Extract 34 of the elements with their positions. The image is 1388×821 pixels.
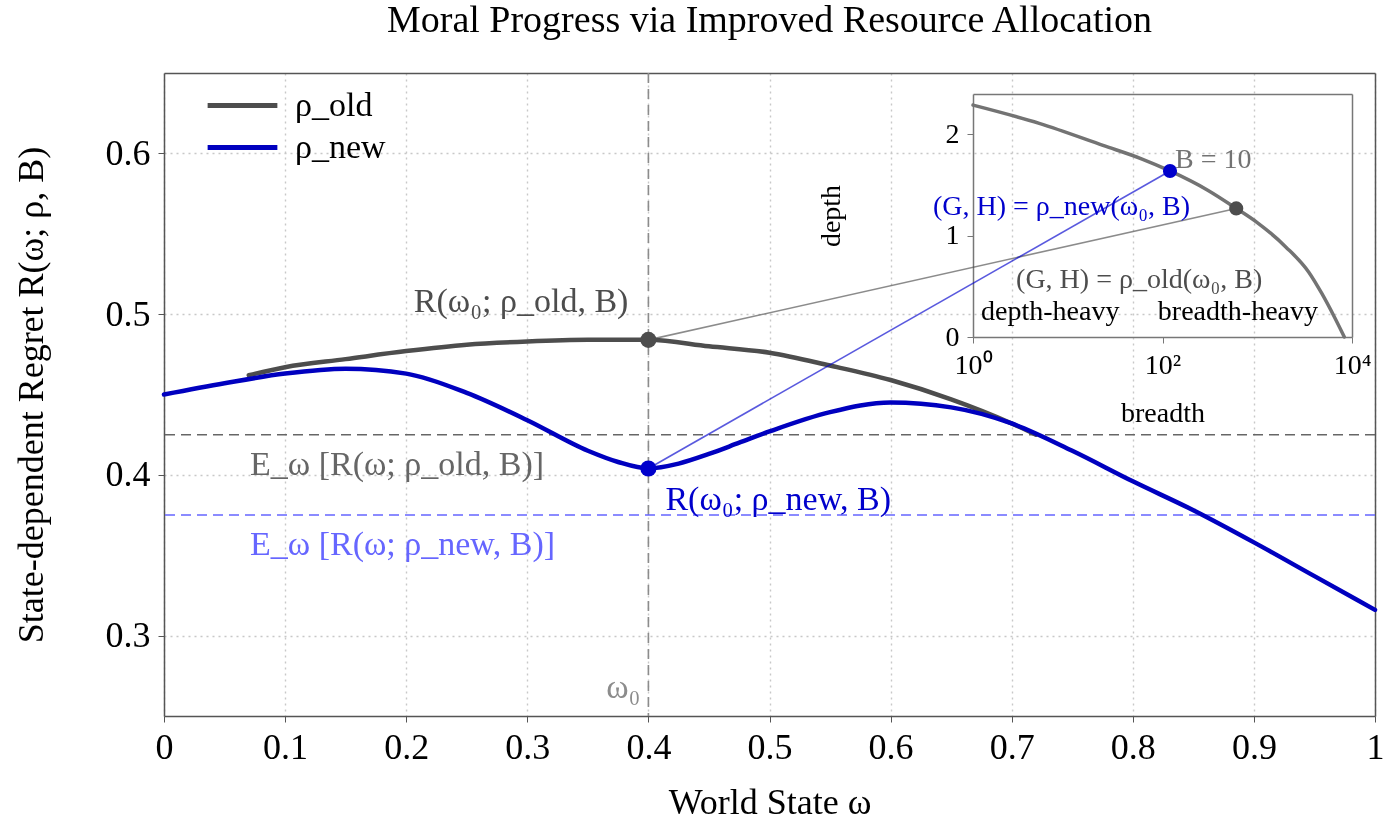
- y-tick-label: 0.6: [105, 132, 151, 173]
- y-tick-label: 1: [945, 219, 960, 251]
- y-tick-label: 2: [945, 118, 960, 149]
- x-tick-label: 0.6: [868, 726, 914, 767]
- x-tick-label: 0.3: [505, 726, 551, 767]
- y-axis-title: State-dependent Regret R(ω; ρ, B): [10, 146, 51, 644]
- legend-label: ρ_old: [295, 85, 373, 123]
- x-tick-label: 0.9: [1231, 726, 1277, 767]
- x-tick-label: 10²: [1144, 348, 1182, 380]
- x-axis-title: World State ω: [668, 781, 872, 821]
- y-tick-label: 0.3: [105, 615, 151, 656]
- x-tick-label: 0.5: [747, 726, 793, 767]
- annotation: breadth-heavy: [1157, 295, 1318, 326]
- annotation: R(ω₀; ρ_old, B): [413, 281, 629, 320]
- x-tick-label: 0.4: [626, 726, 672, 767]
- ref-line-label: E_ω [R(ω; ρ_new, B)]: [250, 525, 556, 564]
- x-tick-label: 0.8: [1110, 726, 1156, 767]
- ref-line-label: ω₀: [606, 668, 641, 705]
- y-axis-title: depth: [814, 184, 846, 248]
- x-tick-label: 0.1: [263, 726, 309, 767]
- x-tick-label: 10⁴: [1333, 348, 1372, 380]
- y-tick-label: 0.4: [105, 454, 151, 495]
- annotation: (G, H) = ρ_old(ω₀, B): [1016, 263, 1263, 295]
- series-label: B = 10: [1175, 143, 1252, 175]
- x-axis-title: breadth: [1121, 396, 1205, 428]
- x-tick-label: 1: [1366, 726, 1385, 767]
- ref-line-label: E_ω [R(ω; ρ_old, B)]: [250, 444, 545, 483]
- annotation: depth-heavy: [981, 295, 1120, 326]
- y-tick-label: 0.5: [105, 293, 151, 334]
- chart-title: Moral Progress via Improved Resource Allocation: [386, 0, 1153, 41]
- x-tick-label: 0.2: [384, 726, 430, 767]
- legend-label: ρ_new: [295, 127, 387, 165]
- annotation: R(ω₀; ρ_new, B): [665, 480, 891, 519]
- x-tick-label: 0.7: [989, 726, 1035, 767]
